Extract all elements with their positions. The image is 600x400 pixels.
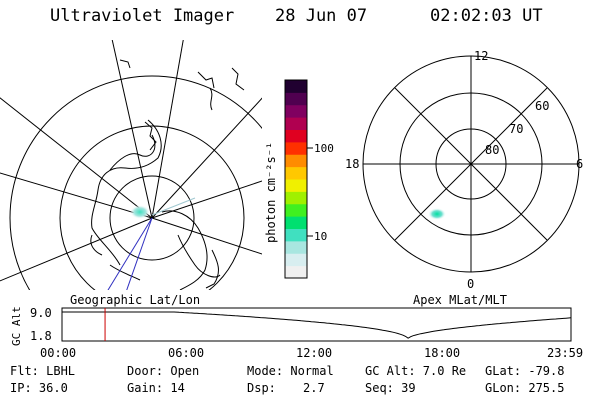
- mlt-label-6: 6: [576, 157, 583, 171]
- geo-lat-circle-outer: [9, 75, 262, 290]
- geo-aurora-blob: [130, 205, 150, 219]
- altitude-ylabel: GC Alt: [10, 306, 23, 346]
- coastline: [90, 234, 103, 256]
- lat-label-60: 60: [535, 99, 549, 113]
- colorbar-band: [285, 216, 307, 229]
- colorbar-band: [285, 203, 307, 217]
- mlt-label-0: 0: [467, 277, 474, 291]
- colorbar-band: [285, 240, 307, 254]
- door-info: Door: Open: [127, 364, 200, 378]
- coastline: [91, 119, 162, 266]
- colorbar-band: [285, 92, 307, 106]
- colorbar-band: [285, 166, 307, 180]
- colorbar-band: [285, 253, 307, 267]
- geographic-map: [0, 40, 262, 290]
- lat-label-80: 80: [485, 143, 499, 157]
- altitude-xtick-2359: 23:59: [547, 346, 583, 360]
- mlt-label-18: 18: [345, 157, 359, 171]
- colorbar-frame: [284, 79, 308, 279]
- colorbar-unit-label: photon cm⁻²s⁻¹: [264, 142, 278, 243]
- colorbar-band: [285, 228, 307, 242]
- glon-info: GLon: 275.5: [485, 381, 565, 395]
- altitude-xtick-0000: 00:00: [40, 346, 76, 360]
- date-label: 28 Jun 07: [275, 6, 368, 26]
- coastline: [109, 134, 156, 171]
- coastline: [231, 67, 245, 91]
- instrument-title: Ultraviolet Imager: [50, 6, 235, 26]
- geo-meridian: [151, 40, 184, 219]
- altitude-xtick-0600: 06:00: [168, 346, 204, 360]
- coastline: [109, 264, 141, 281]
- coastline: [177, 234, 221, 278]
- geo-faint-line: [151, 197, 196, 216]
- lat-label-70: 70: [509, 122, 523, 136]
- colorbar-band: [285, 179, 307, 192]
- coastline: [197, 71, 215, 89]
- altitude-ytick-min: 1.8: [30, 329, 52, 343]
- mode-info: Mode: Normal: [247, 364, 334, 378]
- altitude-xtick-1800: 18:00: [424, 346, 460, 360]
- time-label: 02:02:03 UT: [430, 6, 543, 26]
- geo-lat-circle-inner: [109, 175, 195, 261]
- colorbar-band: [285, 117, 307, 130]
- colorbar-band: [285, 141, 307, 155]
- colorbar-band: [285, 104, 307, 118]
- apex-polar-plot: 12 6 0 18 60 70 80: [345, 49, 583, 291]
- altitude-xtick-1200: 12:00: [296, 346, 332, 360]
- altitude-plot: GC Alt 9.0 1.8 00:00 06:00 12:00 18:00 2…: [10, 306, 583, 360]
- geo-meridian: [151, 180, 262, 219]
- coastline: [161, 210, 208, 290]
- seq-info: Seq: 39: [365, 381, 416, 395]
- coastline: [205, 249, 219, 289]
- geo-meridian: [0, 172, 153, 219]
- apex-label: Apex MLat/MLT: [413, 293, 507, 307]
- dsp-value: 2.7: [303, 381, 325, 395]
- colorbar-tick-label-100: 100: [314, 142, 334, 155]
- colorbar-band: [285, 129, 307, 143]
- mlt-label-12: 12: [474, 49, 488, 63]
- altitude-curve: [62, 311, 572, 339]
- geo-projection-line: [126, 217, 153, 290]
- geo-projection-line: [107, 217, 153, 290]
- colorbar: 100 10 photon cm⁻²s⁻¹: [264, 79, 334, 279]
- geo-lat-circle-middle: [59, 125, 245, 290]
- colorbar-tick-label-10: 10: [314, 230, 327, 243]
- geo-meridian: [151, 97, 262, 219]
- dsp-label: Dsp:: [247, 381, 276, 395]
- geographic-label: Geographic Lat/Lon: [70, 293, 201, 307]
- colorbar-band: [285, 265, 307, 279]
- colorbar-band: [285, 154, 307, 168]
- geo-meridian: [111, 40, 153, 219]
- geo-meridian: [0, 97, 153, 219]
- gc-alt-info: GC Alt: 7.0 Re: [365, 364, 467, 378]
- geo-meridian: [151, 217, 262, 255]
- altitude-frame: [61, 307, 572, 342]
- glat-info: GLat: -79.8: [485, 364, 565, 378]
- gain-info: Gain: 14: [127, 381, 185, 395]
- coastline: [144, 121, 157, 151]
- colorbar-band: [285, 80, 307, 93]
- colorbar-gradient: [285, 80, 307, 279]
- apex-aurora-blob: [428, 208, 446, 220]
- ip-info: IP: 36.0: [10, 381, 68, 395]
- filter-info: Flt: LBHL: [10, 364, 76, 378]
- geo-meridian: [0, 217, 153, 282]
- altitude-ytick-max: 9.0: [30, 306, 52, 320]
- colorbar-band: [285, 191, 307, 205]
- apex-diagonal: [394, 87, 548, 241]
- coastline: [119, 59, 131, 69]
- coastline: [209, 87, 213, 111]
